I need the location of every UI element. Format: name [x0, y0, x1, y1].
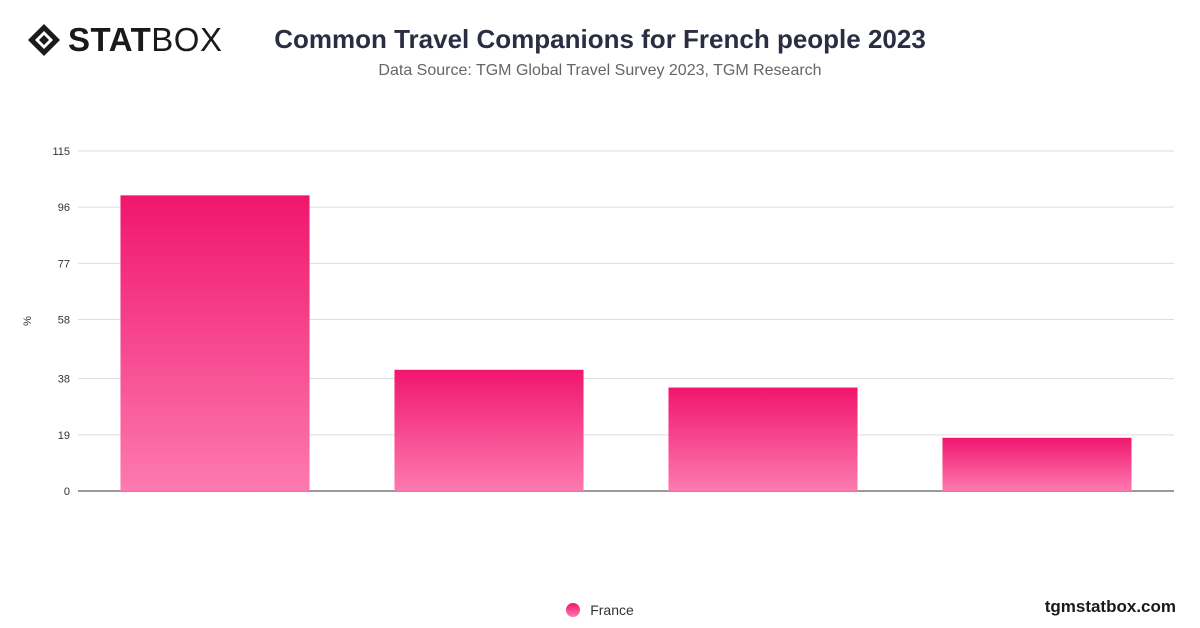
diamond-cube-icon: [28, 24, 60, 56]
bar-2[interactable]: [394, 369, 584, 491]
chart-subtitle: Data Source: TGM Global Travel Survey 20…: [378, 62, 822, 79]
bar-4[interactable]: [942, 437, 1132, 491]
chart-legend[interactable]: France: [0, 602, 1200, 618]
bar-3[interactable]: [668, 387, 858, 491]
legend-label-france: France: [590, 602, 634, 618]
y-tick-label: 58: [58, 315, 70, 327]
y-tick-label: 0: [64, 486, 70, 498]
y-tick-label: 38: [58, 374, 70, 386]
bar-1[interactable]: [120, 195, 310, 491]
legend-marker: [566, 603, 581, 617]
y-tick-label: 96: [58, 202, 70, 214]
brand-logo: STATBOX: [26, 22, 222, 58]
y-axis-label: %: [22, 316, 34, 326]
y-tick-label: 115: [52, 146, 70, 158]
chart-title: Common Travel Companions for French peop…: [274, 24, 926, 54]
y-tick-label: 19: [58, 430, 70, 442]
site-url: tgmstatbox.com: [1044, 597, 1176, 616]
y-tick-label: 77: [58, 258, 70, 270]
logo-wordmark: STATBOX: [68, 21, 223, 58]
